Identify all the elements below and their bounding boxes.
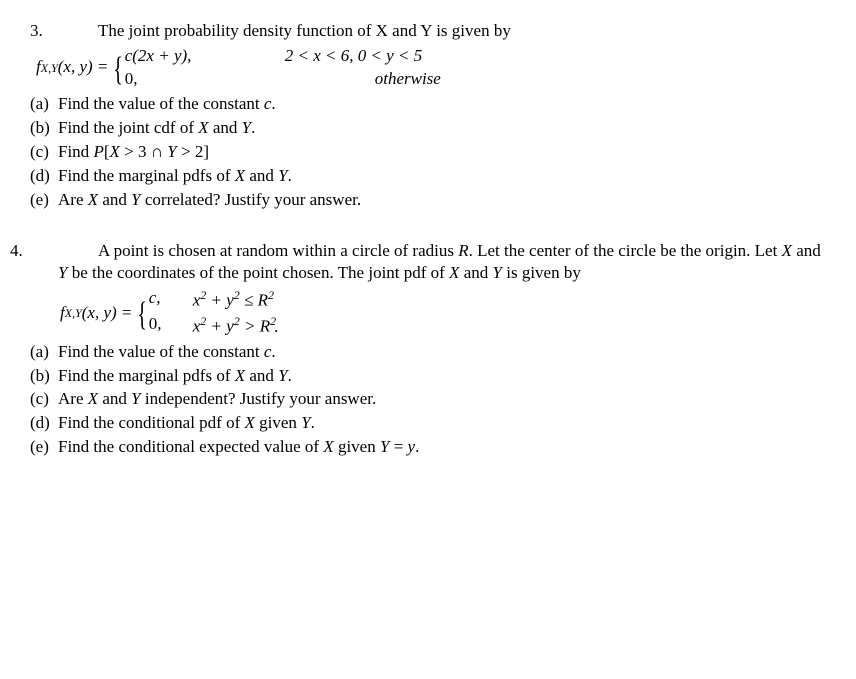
problem-3: 3. The joint probability density functio… [30,20,826,212]
part-d: (d) Find the conditional pdf of X given … [30,412,826,435]
case-expr: c(2x + y), [125,45,285,68]
brace-icon: { [114,53,124,87]
pdf-sub: X,Y [41,60,58,76]
case-cond: otherwise [285,68,441,91]
problem-4-parts: (a) Find the value of the constant c. (b… [30,341,826,460]
part-c: (c) Are X and Y independent? Justify you… [30,388,826,411]
problem-3-equation: fX,Y(x, y) = { c(2x + y), 2 < x < 6, 0 <… [30,45,826,91]
part-label: (b) [30,117,58,140]
part-b: (b) Find the joint cdf of X and Y. [30,117,826,140]
problem-4: 4. A point is chosen at random within a … [30,240,826,460]
case-cond: x2 + y2 ≤ R2 [193,287,274,313]
part-text: Find the value of the constant c. [58,93,276,116]
problem-4-intro: A point is chosen at random within a cir… [58,240,826,286]
brace-icon: { [138,298,148,332]
problem-3-intro-text: The joint probability density function o… [98,21,511,40]
case-expr: 0, [125,68,285,91]
part-label: (a) [30,341,58,364]
part-text: Find the joint cdf of X and Y. [58,117,255,140]
problem-3-intro: The joint probability density function o… [98,20,826,43]
part-label: (a) [30,93,58,116]
part-c: (c) Find P[X > 3 ∩ Y > 2] [30,141,826,164]
part-text: Find the marginal pdfs of X and Y. [58,365,292,388]
part-text: Are X and Y correlated? Justify your ans… [58,189,361,212]
part-e: (e) Find the conditional expected value … [30,436,826,459]
pdf-sub: X,Y [65,305,82,321]
part-label: (e) [30,189,58,212]
case-expr: 0, [149,313,193,339]
problem-3-number: 3. [30,20,98,43]
part-text: Find the marginal pdfs of X and Y. [58,165,292,188]
pdf-args: (x, y) = [58,56,109,79]
problem-4-intro-row: 4. A point is chosen at random within a … [30,240,826,286]
part-a: (a) Find the value of the constant c. [30,93,826,116]
part-text: Are X and Y independent? Justify your an… [58,388,376,411]
pdf-args: (x, y) = [82,302,133,325]
part-label: (c) [30,388,58,411]
part-text: Find the conditional expected value of X… [58,436,419,459]
part-text: Find the conditional pdf of X given Y. [58,412,315,435]
cases-trailing: . [274,316,278,339]
part-d: (d) Find the marginal pdfs of X and Y. [30,165,826,188]
case-cond: x2 + y2 > R2 [193,313,276,339]
case-cond: 2 < x < 6, 0 < y < 5 [285,45,422,68]
case-expr: c, [149,287,193,313]
part-label: (c) [30,141,58,164]
part-e: (e) Are X and Y correlated? Justify your… [30,189,826,212]
part-text: Find P[X > 3 ∩ Y > 2] [58,141,209,164]
part-b: (b) Find the marginal pdfs of X and Y. [30,365,826,388]
problem-3-intro-row: 3. The joint probability density functio… [30,20,826,43]
problem-3-cases: c(2x + y), 2 < x < 6, 0 < y < 5 0, other… [125,45,441,91]
problem-3-parts: (a) Find the value of the constant c. (b… [30,93,826,212]
part-label: (d) [30,412,58,435]
part-label: (b) [30,365,58,388]
part-text: Find the value of the constant c. [58,341,276,364]
part-label: (e) [30,436,58,459]
problem-4-equation: fX,Y(x, y) = { c, x2 + y2 ≤ R2 0, x2 + y… [60,287,826,338]
part-label: (d) [30,165,58,188]
part-a: (a) Find the value of the constant c. [30,341,826,364]
problem-4-cases: c, x2 + y2 ≤ R2 0, x2 + y2 > R2 [149,287,276,338]
